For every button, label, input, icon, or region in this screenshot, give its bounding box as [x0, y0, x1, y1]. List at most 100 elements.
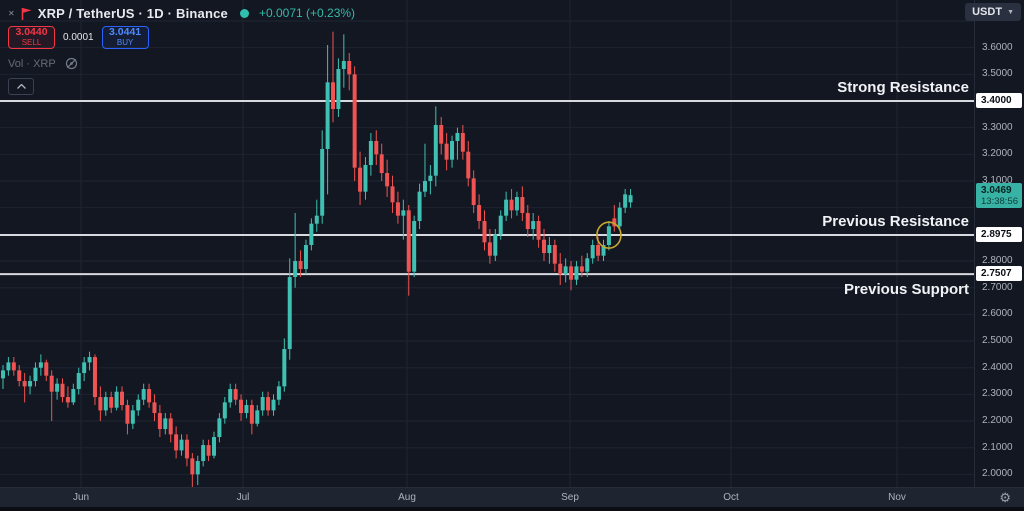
candle-body	[606, 226, 611, 246]
candle-body	[531, 221, 536, 230]
time-axis[interactable]: Jun Jul Aug Sep Oct Nov ⚙	[0, 487, 1024, 508]
candle-body	[363, 165, 368, 192]
candle-body	[114, 391, 119, 408]
candle-body	[44, 362, 49, 376]
candle-body	[596, 245, 601, 256]
candle-body	[98, 397, 103, 411]
grid	[0, 0, 975, 487]
candle-body	[450, 141, 455, 160]
chevron-up-icon	[16, 84, 26, 89]
candle-body	[152, 402, 157, 414]
candle-body	[76, 373, 81, 390]
candle-body	[147, 389, 152, 403]
candle-body	[6, 362, 11, 371]
candle-body	[168, 418, 173, 435]
trade-panel: 3.0440 SELL 0.0001 3.0441 BUY	[8, 25, 355, 49]
symbol-flag-icon[interactable]	[21, 7, 32, 20]
candle-body	[487, 242, 492, 256]
candle-body	[417, 191, 422, 222]
buy-price: 3.0441	[109, 25, 142, 38]
eye-hidden-icon[interactable]	[65, 57, 78, 70]
last-price-badge: 3.0469 13:38:56	[976, 183, 1022, 209]
candle-body	[184, 439, 189, 459]
candle-body	[65, 397, 70, 403]
candle-body	[60, 383, 65, 398]
candle-body	[352, 74, 357, 168]
candle-body	[163, 418, 168, 430]
buy-button[interactable]: 3.0441 BUY	[101, 25, 149, 49]
highlight-circle[interactable]	[596, 221, 622, 249]
candle-body	[493, 234, 498, 256]
price-axis-label: 3.3000	[982, 121, 1013, 133]
candle-body	[211, 437, 216, 456]
candle-body	[266, 397, 271, 411]
candle-body	[255, 410, 260, 424]
candle-body	[368, 141, 373, 166]
price-axis-label: 3.5000	[982, 68, 1013, 80]
price-axis[interactable]: USDT ▼ 3.6000 3.5000 3.3000 3.2000 3.1000 2.8…	[965, 0, 1024, 487]
price-axis-label: 3.2000	[982, 148, 1013, 160]
symbol-title[interactable]: XRP / TetherUS · 1D · Binance	[37, 5, 228, 21]
candle-body	[293, 261, 298, 278]
candles	[1, 31, 633, 487]
price-axis-label: 3.6000	[982, 41, 1013, 53]
candle-body	[412, 221, 417, 272]
symbol-title-row: ✕ XRP / TetherUS · 1D · Binance +0.0071 …	[8, 4, 355, 22]
candle-body	[466, 151, 471, 179]
candle-body	[276, 386, 281, 400]
candle-body	[525, 213, 530, 230]
candle-body	[233, 389, 238, 400]
currency-dropdown[interactable]: USDT ▼	[965, 3, 1021, 21]
candlestick-chart[interactable]	[0, 0, 975, 487]
currency-label: USDT	[972, 6, 1003, 18]
candle-body	[325, 82, 330, 150]
price-axis-label: 2.3000	[982, 388, 1013, 400]
candle-body	[49, 375, 54, 392]
candle-body	[33, 367, 38, 382]
candle-body	[395, 202, 400, 216]
candle-body	[612, 218, 617, 227]
candle-body	[601, 245, 606, 256]
candle-body	[249, 405, 254, 424]
candle-body	[358, 167, 363, 192]
time-axis-label: Nov	[888, 492, 906, 503]
candle-body	[547, 245, 552, 254]
candle-body	[228, 389, 233, 403]
candle-body	[569, 266, 574, 280]
candle-body	[320, 149, 325, 216]
price-axis-label: 2.0000	[982, 468, 1013, 480]
candle-body	[174, 434, 179, 451]
candle-body	[336, 68, 341, 110]
candle-body	[558, 263, 563, 275]
level-price-badge: 3.4000	[976, 93, 1022, 108]
candle-body	[406, 210, 411, 272]
sell-label: SELL	[21, 37, 42, 47]
price-axis-label: 2.5000	[982, 335, 1013, 347]
candle-body	[542, 239, 546, 254]
candle-body	[28, 381, 33, 387]
level-price-badge: 2.8975	[976, 227, 1022, 243]
gear-icon[interactable]: ⚙	[999, 490, 1011, 505]
candle-body	[574, 266, 579, 280]
price-axis-label: 2.4000	[982, 361, 1013, 373]
bar-countdown: 13:38:56	[981, 196, 1018, 208]
candle-body	[201, 445, 206, 462]
collapse-legend-button[interactable]	[8, 78, 34, 95]
candle-body	[282, 349, 287, 387]
sell-button[interactable]: 3.0440 SELL	[8, 25, 55, 49]
candle-body	[157, 413, 162, 430]
chart-legend: ✕ XRP / TetherUS · 1D · Binance +0.0071 …	[8, 4, 355, 95]
candle-body	[585, 258, 590, 272]
candle-body	[579, 266, 584, 272]
candle-body	[590, 245, 595, 259]
candle-body	[628, 195, 633, 203]
candle-body	[379, 154, 384, 174]
price-axis-label: 2.6000	[982, 308, 1013, 320]
candle-body	[374, 141, 379, 155]
candle-body	[222, 402, 227, 419]
candle-body	[244, 405, 249, 414]
candle-body	[509, 199, 514, 211]
candle-body	[471, 178, 476, 206]
price-change-text: +0.0071 (+0.23%)	[258, 6, 356, 20]
price-axis-label: 3.1000	[982, 175, 1013, 186]
